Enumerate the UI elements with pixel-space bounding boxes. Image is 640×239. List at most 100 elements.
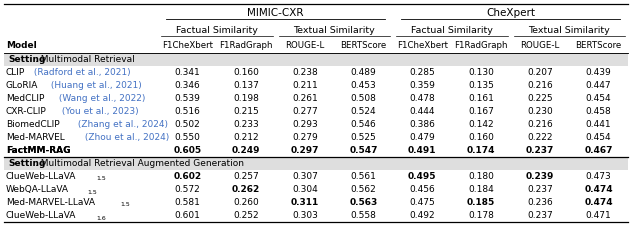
Text: (Zhang et al., 2024): (Zhang et al., 2024) (75, 120, 168, 129)
Text: 0.174: 0.174 (467, 146, 495, 155)
Text: 0.489: 0.489 (351, 68, 376, 77)
Text: 0.225: 0.225 (527, 94, 553, 103)
Text: ClueWeb-LLaVA: ClueWeb-LLaVA (6, 172, 76, 181)
Text: 0.178: 0.178 (468, 211, 494, 220)
Text: 0.524: 0.524 (351, 107, 376, 116)
Text: 0.495: 0.495 (408, 172, 436, 181)
Text: CLIP: CLIP (0, 238, 1, 239)
Text: 0.473: 0.473 (586, 172, 611, 181)
Text: 0.562: 0.562 (351, 185, 376, 194)
Text: 0.502: 0.502 (175, 120, 200, 129)
Text: 0.285: 0.285 (410, 68, 435, 77)
Text: 0.454: 0.454 (586, 133, 611, 142)
Text: 0.453: 0.453 (351, 81, 376, 90)
Text: 0.346: 0.346 (175, 81, 200, 90)
Text: 0.262: 0.262 (232, 185, 260, 194)
Text: GLoRIA (Huang et al., 2021): GLoRIA (Huang et al., 2021) (6, 81, 132, 90)
Text: 0.293: 0.293 (292, 120, 317, 129)
Text: 0.441: 0.441 (586, 120, 611, 129)
Text: 0.307: 0.307 (292, 172, 318, 181)
Text: MedCLIP: MedCLIP (0, 238, 1, 239)
Text: 0.492: 0.492 (410, 211, 435, 220)
Text: BERTScore: BERTScore (575, 41, 621, 50)
Text: 0.474: 0.474 (584, 198, 613, 207)
Text: 0.447: 0.447 (586, 81, 611, 90)
Text: BiomedCLIP: BiomedCLIP (0, 238, 1, 239)
Text: 0.252: 0.252 (234, 211, 259, 220)
Text: Model: Model (6, 41, 36, 50)
Text: 0.341: 0.341 (175, 68, 200, 77)
Text: 0.249: 0.249 (232, 146, 260, 155)
Text: 0.236: 0.236 (527, 198, 553, 207)
Text: Textual Similarity: Textual Similarity (293, 26, 375, 34)
Text: 0.216: 0.216 (527, 81, 553, 90)
Text: 0.137: 0.137 (233, 81, 259, 90)
Text: 0.260: 0.260 (233, 198, 259, 207)
Text: 0.222: 0.222 (527, 133, 552, 142)
Text: 0.161: 0.161 (468, 94, 494, 103)
Text: Med-MARVEL: Med-MARVEL (0, 238, 1, 239)
Text: 0.277: 0.277 (292, 107, 317, 116)
Text: 0.572: 0.572 (175, 185, 200, 194)
Text: 0.508: 0.508 (351, 94, 376, 103)
Text: BERTScore: BERTScore (340, 41, 387, 50)
Text: 0.581: 0.581 (175, 198, 200, 207)
Text: 0.304: 0.304 (292, 185, 317, 194)
Text: 0.215: 0.215 (233, 107, 259, 116)
Text: BiomedCLIP: BiomedCLIP (6, 120, 60, 129)
Text: 0.386: 0.386 (410, 120, 435, 129)
Text: CLIP: CLIP (6, 68, 25, 77)
Text: 0.135: 0.135 (468, 81, 494, 90)
Text: 0.516: 0.516 (175, 107, 200, 116)
Text: : Multimodal Retrieval: : Multimodal Retrieval (35, 55, 135, 64)
Text: ClueWeb-LLaVA: ClueWeb-LLaVA (6, 211, 76, 220)
Text: 0.230: 0.230 (527, 107, 553, 116)
Text: (Radford et al., 2021): (Radford et al., 2021) (31, 68, 131, 77)
Text: 0.491: 0.491 (408, 146, 436, 155)
Text: MedCLIP: MedCLIP (6, 94, 44, 103)
Bar (4, 157, 628, 170)
Text: 0.211: 0.211 (292, 81, 317, 90)
Text: F1CheXbert: F1CheXbert (397, 41, 448, 50)
Text: CXR-CLIP: CXR-CLIP (0, 238, 1, 239)
Text: 0.547: 0.547 (349, 146, 378, 155)
Text: (Wang et al., 2022): (Wang et al., 2022) (56, 94, 145, 103)
Text: 0.239: 0.239 (525, 172, 554, 181)
Text: : Multimodal Retrieval Augmented Generation: : Multimodal Retrieval Augmented Generat… (35, 159, 244, 168)
Text: 0.180: 0.180 (468, 172, 494, 181)
Text: 0.142: 0.142 (468, 120, 494, 129)
Text: CXR-CLIP (You et al., 2023): CXR-CLIP (You et al., 2023) (6, 107, 126, 116)
Text: 0.605: 0.605 (173, 146, 202, 155)
Text: 0.525: 0.525 (351, 133, 376, 142)
Text: 0.550: 0.550 (175, 133, 200, 142)
Text: 0.237: 0.237 (527, 185, 553, 194)
Text: Factual Similarity: Factual Similarity (176, 26, 258, 34)
Text: 0.130: 0.130 (468, 68, 494, 77)
Text: CheXpert: CheXpert (486, 8, 535, 18)
Text: Med-MARVEL-LLaVA: Med-MARVEL-LLaVA (6, 198, 95, 207)
Text: ROUGE-L: ROUGE-L (520, 41, 559, 50)
Text: 0.444: 0.444 (410, 107, 435, 116)
Text: 0.478: 0.478 (410, 94, 435, 103)
Text: 0.546: 0.546 (351, 120, 376, 129)
Text: 0.474: 0.474 (584, 185, 613, 194)
Text: F1CheXbert: F1CheXbert (162, 41, 213, 50)
Text: 1.5: 1.5 (121, 202, 131, 207)
Text: 0.212: 0.212 (234, 133, 259, 142)
Text: Med-MARVEL: Med-MARVEL (6, 133, 65, 142)
Text: BiomedCLIP (Zhang et al., 2024): BiomedCLIP (Zhang et al., 2024) (6, 120, 152, 129)
Text: 0.602: 0.602 (173, 172, 202, 181)
Text: 0.237: 0.237 (525, 146, 554, 155)
Text: (Huang et al., 2021): (Huang et al., 2021) (48, 81, 141, 90)
Text: 0.539: 0.539 (175, 94, 200, 103)
Text: MedCLIP (Wang et al., 2022): MedCLIP (Wang et al., 2022) (6, 94, 134, 103)
Text: 1.6: 1.6 (97, 216, 106, 221)
Text: 0.456: 0.456 (410, 185, 435, 194)
Text: CLIP (Radford et al., 2021): CLIP (Radford et al., 2021) (6, 68, 125, 77)
Text: F1RadGraph: F1RadGraph (454, 41, 508, 50)
Text: 0.558: 0.558 (351, 211, 376, 220)
Text: (Zhou et al., 2024): (Zhou et al., 2024) (82, 133, 169, 142)
Text: 0.297: 0.297 (291, 146, 319, 155)
Text: 0.167: 0.167 (468, 107, 494, 116)
Text: 0.279: 0.279 (292, 133, 317, 142)
